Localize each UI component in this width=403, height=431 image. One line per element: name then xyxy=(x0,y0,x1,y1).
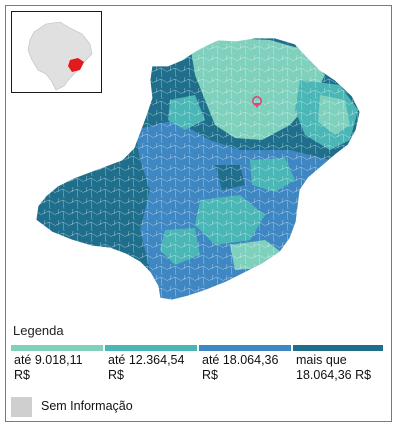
legend-swatch xyxy=(105,345,197,351)
state-highlight xyxy=(68,58,84,72)
brazil-shape xyxy=(27,21,93,91)
legend-class-1: até 9.018,11 R$ xyxy=(11,345,103,387)
legend-title: Legenda xyxy=(13,323,64,338)
legend-class-3: até 18.064,36 R$ xyxy=(199,345,291,387)
legend-class-2: até 12.364,54 R$ xyxy=(105,345,197,387)
legend-label: até 12.364,54 R$ xyxy=(108,353,185,382)
legend-class-4: mais que 18.064,36 R$ xyxy=(293,345,383,387)
legend-label: mais que 18.064,36 R$ xyxy=(296,353,372,382)
legend-label: até 9.018,11 R$ xyxy=(14,353,83,382)
brazil-locator-inset xyxy=(11,11,102,93)
legend-swatch xyxy=(11,345,103,351)
legend: até 9.018,11 R$ até 12.364,54 R$ até 18.… xyxy=(11,345,383,387)
legend-swatch xyxy=(293,345,383,351)
legend-label: até 18.064,36 R$ xyxy=(202,353,279,382)
legend-swatch xyxy=(199,345,291,351)
no-info-swatch xyxy=(11,397,32,417)
map-pin-icon[interactable] xyxy=(252,96,262,108)
no-info-label: Sem Informação xyxy=(41,399,133,413)
